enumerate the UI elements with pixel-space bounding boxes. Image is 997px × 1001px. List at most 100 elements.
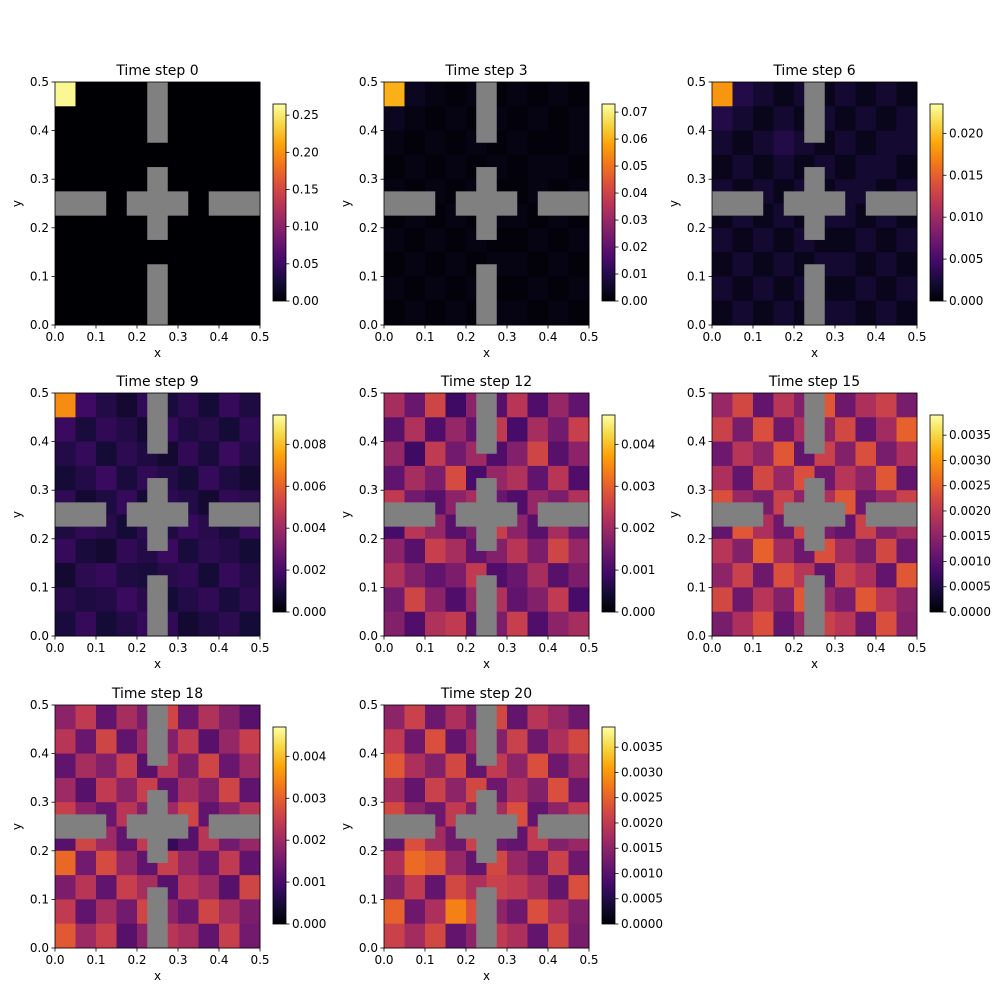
heat-cell: [404, 850, 426, 876]
heat-cell: [527, 106, 549, 132]
axes-frame: [711, 81, 918, 326]
heat-cell: [712, 130, 733, 156]
heat-cell: [404, 252, 426, 277]
axes-frame: [54, 704, 261, 949]
heat-cell: [507, 154, 528, 180]
heat-cell: [239, 227, 261, 253]
x-tick-label: 0.2: [456, 641, 475, 655]
heat-cell: [178, 923, 199, 949]
colorbar-tick-label: 0.0010: [621, 866, 663, 880]
x-tick-label: 0.2: [127, 641, 146, 655]
heat-cell: [96, 227, 117, 253]
heat-cell: [445, 587, 467, 613]
colorbar-tick-label: 0.05: [292, 257, 319, 271]
obstacle: [537, 502, 589, 527]
heat-cell: [384, 753, 405, 779]
obstacle: [537, 814, 589, 839]
x-tick-label: 0.4: [209, 953, 228, 967]
colorbar: [601, 414, 616, 613]
heat-cell: [384, 393, 405, 418]
heat-cell: [568, 611, 590, 637]
heat-cell: [384, 417, 405, 443]
y-tick-label: 0.4: [687, 435, 706, 449]
heat-cell: [568, 587, 590, 613]
heat-cell: [116, 587, 138, 613]
heat-cell: [219, 850, 240, 876]
heat-cell: [116, 538, 138, 564]
heat-cell: [548, 252, 569, 277]
heat-cell: [55, 82, 76, 107]
colorbar-tick-label: 0.00: [621, 294, 648, 308]
colorbar: [272, 103, 287, 302]
heat-cell: [55, 154, 76, 180]
heat-cell: [178, 106, 199, 132]
heat-cell: [753, 227, 774, 253]
heat-cell: [773, 611, 795, 637]
heat-cell: [445, 850, 467, 876]
obstacle: [55, 814, 107, 839]
x-tick-label: 0.5: [250, 641, 269, 655]
obstacle: [147, 575, 168, 636]
y-tick-label: 0.2: [359, 532, 378, 546]
heat-cell: [75, 252, 97, 277]
colorbar-tick-label: 0.0000: [949, 605, 991, 619]
x-tick-label: 0.5: [579, 641, 598, 655]
heat-cell: [732, 441, 754, 467]
x-axis-label: x: [811, 657, 818, 671]
x-tick-label: 0.4: [866, 330, 885, 344]
x-tick-label: 0.5: [579, 330, 598, 344]
heat-cell: [75, 441, 97, 467]
heat-cell: [96, 106, 117, 132]
heat-cell: [96, 417, 117, 443]
x-tick-label: 0.0: [702, 330, 721, 344]
colorbar-tick-label: 0.000: [621, 605, 655, 619]
heat-cell: [876, 563, 897, 588]
heat-cell: [527, 899, 549, 925]
heat-cell: [425, 465, 446, 491]
heat-cell: [116, 563, 138, 588]
y-tick-label: 0.5: [687, 386, 706, 400]
heat-cell: [96, 252, 117, 277]
heat-cell: [178, 899, 199, 925]
heat-cell: [75, 611, 97, 637]
heat-cell: [732, 130, 754, 156]
heat-cell: [178, 729, 199, 755]
heat-cell: [198, 538, 220, 564]
colorbar-tick-label: 0.000: [949, 294, 983, 308]
heat-cell: [876, 441, 897, 467]
x-axis-label: x: [483, 969, 490, 983]
y-tick-label: 0.1: [687, 269, 706, 283]
heat-cell: [55, 587, 76, 613]
y-tick-label: 0.2: [30, 844, 49, 858]
heat-cell: [896, 611, 918, 637]
heat-cell: [75, 563, 97, 588]
x-tick-label: 0.4: [538, 330, 557, 344]
heat-cell: [178, 587, 199, 613]
colorbar-tick-label: 0.002: [292, 833, 326, 847]
heat-cell: [75, 777, 97, 803]
obstacle: [147, 705, 168, 766]
heat-cell: [425, 753, 446, 779]
heat-cell: [568, 777, 590, 803]
heat-cell: [568, 154, 590, 180]
heat-cell: [75, 154, 97, 180]
axes-frame: [383, 392, 590, 637]
obstacle: [476, 705, 497, 766]
obstacle: [476, 790, 497, 863]
y-tick-label: 0.0: [30, 941, 49, 955]
heat-cell: [75, 465, 97, 491]
chart-title: Time step 0: [115, 63, 198, 79]
heat-cell: [445, 276, 467, 302]
heat-cell: [568, 563, 590, 588]
colorbar-tick-label: 0.010: [949, 210, 983, 224]
heat-cell: [855, 300, 877, 326]
heat-cell: [753, 82, 774, 107]
colorbar-tick-label: 0.006: [292, 479, 326, 493]
heat-cell: [404, 777, 426, 803]
heat-cell: [548, 587, 569, 613]
y-axis-label: y: [339, 511, 353, 518]
heat-cell: [712, 300, 733, 326]
heat-cell: [527, 923, 549, 949]
obstacle: [476, 393, 497, 454]
heat-cell: [507, 227, 528, 253]
